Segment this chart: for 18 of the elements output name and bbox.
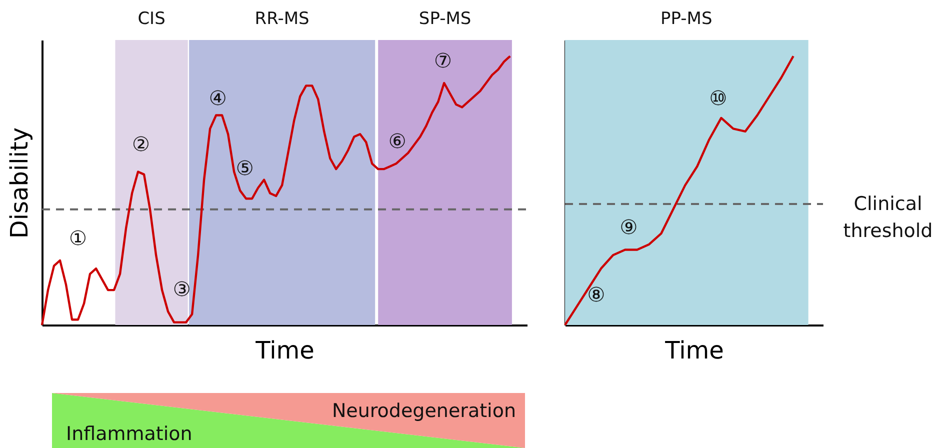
ref-line-label: Clinical threshold bbox=[843, 193, 933, 242]
annotation: ⑥ bbox=[388, 129, 406, 154]
annotation: ④ bbox=[208, 86, 227, 110]
annotation: ⑤ bbox=[236, 156, 254, 180]
y-axis-title: Disability bbox=[6, 127, 34, 239]
annotation: ① bbox=[69, 226, 87, 250]
text: PP-MS bbox=[660, 9, 712, 29]
annotation: ⑨ bbox=[620, 215, 638, 240]
text: SP-MS bbox=[418, 9, 472, 29]
x-axis-title: Time bbox=[664, 336, 724, 364]
annotation: ⑩ bbox=[709, 86, 728, 110]
text: CIS bbox=[138, 9, 166, 29]
annotation: ⑦ bbox=[434, 48, 452, 73]
annotation: ⑧ bbox=[587, 282, 606, 306]
annotation: ② bbox=[132, 132, 150, 156]
annotation: ③ bbox=[172, 277, 191, 302]
text: RR-MS bbox=[254, 9, 310, 29]
x-axis-title: Time bbox=[254, 336, 314, 364]
